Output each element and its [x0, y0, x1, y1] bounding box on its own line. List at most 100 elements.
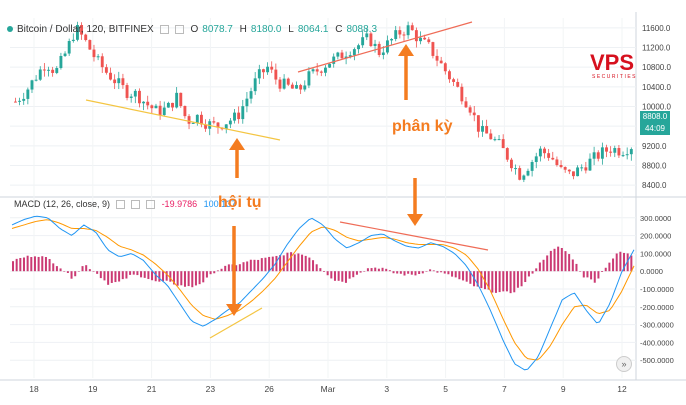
candle-body: [398, 30, 402, 35]
histogram-bar: [502, 271, 505, 292]
candle-body: [34, 79, 38, 81]
candle-body: [464, 101, 468, 108]
close-icon[interactable]: [174, 24, 184, 34]
divergence-label: phân kỳ: [392, 118, 453, 135]
settings-icon[interactable]: [116, 200, 126, 210]
histogram-bar: [249, 259, 252, 272]
histogram-bar: [183, 271, 186, 287]
open-label: O: [190, 24, 199, 35]
histogram-bar: [121, 271, 124, 280]
price-legend: Bitcoin / Dollar, 120, BITFINEX O 8078.7 …: [4, 24, 381, 35]
macd-axis[interactable]: 300.0000 200.0000 100.0000 0.0000 -100.0000 -…: [640, 214, 674, 365]
macd-support-trendline: [209, 307, 263, 339]
candle-body: [419, 37, 422, 42]
histogram-bar: [465, 271, 468, 282]
up-arrow-convergence-head: [229, 138, 245, 150]
histogram-bar: [359, 271, 362, 273]
histogram-bar: [85, 265, 88, 272]
candle-body: [580, 167, 584, 169]
macd-tick-label: 0.0000: [640, 267, 663, 276]
candle-body: [319, 71, 323, 73]
histogram-bar: [253, 259, 256, 272]
histogram-bar: [172, 271, 176, 285]
histogram-bar: [191, 271, 194, 288]
macd-resistance-trendline: [339, 221, 489, 251]
histogram-bar: [447, 271, 450, 275]
histogram-bar: [590, 271, 593, 280]
macd-pane[interactable]: [11, 215, 635, 371]
histogram-bar: [48, 259, 51, 272]
settings-icon[interactable]: [159, 24, 169, 34]
candle-body: [501, 139, 505, 149]
down-arrow-divergence-head: [407, 214, 423, 226]
macd-tick-label: -400.0000: [640, 338, 674, 347]
candle-body: [278, 79, 282, 89]
price-tick-label: 11200.0: [642, 44, 671, 53]
histogram-bar: [553, 248, 556, 272]
histogram-bar: [264, 257, 267, 272]
candle-body: [402, 34, 406, 36]
close-value: 8088.3: [346, 24, 378, 35]
histogram-bar: [377, 268, 380, 272]
histogram-bar: [374, 267, 377, 272]
histogram-bar: [33, 256, 36, 272]
high-value: 8180.0: [250, 24, 282, 35]
logo-subtext: SECURITIES: [592, 74, 637, 80]
down-arrow-convergence-head: [226, 304, 242, 316]
histogram-bar: [132, 271, 135, 275]
candle-body: [365, 33, 369, 38]
candle-body: [427, 39, 431, 43]
macd-tick-label: -200.0000: [640, 303, 674, 312]
scroll-to-latest-button[interactable]: »: [616, 356, 632, 372]
price-tick-label: 8400.0: [642, 181, 667, 190]
histogram-bar: [92, 271, 95, 272]
price-tick-label: 9200.0: [642, 142, 667, 151]
histogram-bar: [326, 271, 329, 276]
symbol-title: Bitcoin / Dollar, 120, BITFINEX: [17, 24, 154, 35]
candle-body: [282, 78, 286, 89]
candle-body: [51, 69, 55, 73]
histogram-bar: [385, 268, 388, 272]
histogram-bar: [162, 271, 165, 282]
histogram-bar: [194, 271, 197, 286]
candle-body: [162, 107, 166, 116]
histogram-bar: [290, 252, 293, 272]
candle-body: [204, 124, 208, 129]
price-pane[interactable]: [14, 21, 633, 183]
histogram-bar: [538, 262, 541, 272]
histogram-bar: [593, 271, 596, 283]
candle-body: [373, 43, 377, 47]
candle-body: [212, 121, 216, 123]
candle-body: [563, 167, 567, 170]
close-label: C: [335, 24, 343, 35]
histogram-bar: [527, 271, 530, 277]
histogram-bar: [615, 253, 618, 272]
histogram-bar: [312, 260, 315, 272]
histogram-bar: [66, 271, 69, 273]
histogram-bar: [626, 253, 629, 272]
candle-body: [76, 25, 79, 40]
vps-logo: VPS SECURITIES: [590, 50, 637, 80]
candle-body: [344, 56, 348, 59]
time-axis[interactable]: 18 19 21 23 26 Mar 3 5 7 9 12: [29, 384, 627, 394]
candle-body: [621, 155, 625, 157]
histogram-bar: [560, 247, 563, 272]
histogram-bar: [432, 270, 435, 272]
histogram-bar: [333, 271, 336, 281]
histogram-bar: [147, 271, 150, 280]
histogram-bar: [209, 271, 212, 275]
histogram-bar: [469, 271, 472, 284]
histogram-bar: [308, 257, 311, 272]
more-icon[interactable]: [146, 200, 156, 210]
candle-body: [514, 168, 518, 170]
histogram-bar: [549, 250, 552, 272]
histogram-bar: [99, 271, 102, 279]
histogram-bar: [451, 271, 454, 277]
candle-body: [290, 84, 294, 89]
candle-body: [394, 30, 398, 39]
histogram-bar: [355, 271, 358, 275]
histogram-bar: [88, 269, 91, 272]
close-icon[interactable]: [131, 200, 141, 210]
candle-body: [195, 114, 199, 123]
